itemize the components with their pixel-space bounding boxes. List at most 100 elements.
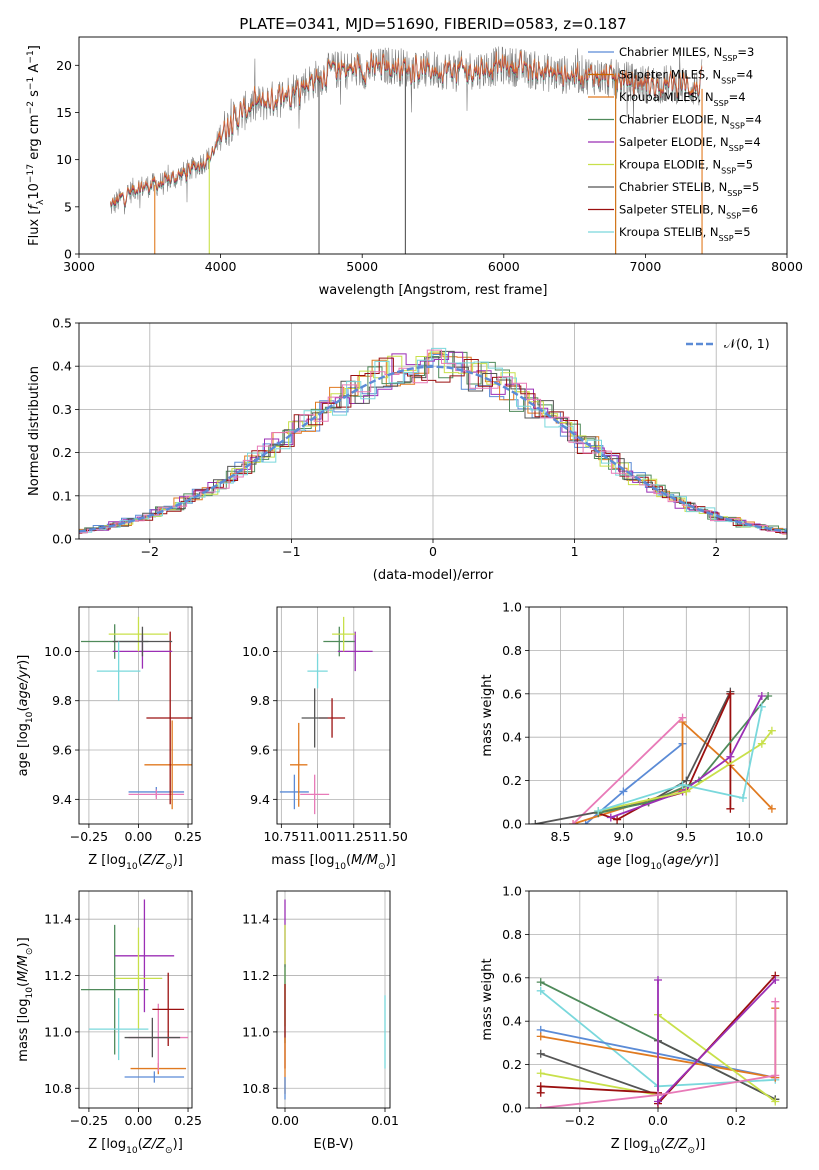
weight-marker bbox=[536, 1104, 545, 1108]
x-tick-label: −1 bbox=[282, 544, 300, 559]
x-tick-label: 10.0 bbox=[735, 829, 763, 844]
y-tick-label: 0 bbox=[64, 247, 72, 262]
weight-marker bbox=[771, 1071, 780, 1080]
x-tick-label: 0.25 bbox=[174, 829, 202, 844]
legend-label: Kroupa ELODIE, NSSP=5 bbox=[619, 158, 753, 176]
legend-label: Chabrier MILES, NSSP=3 bbox=[619, 45, 754, 63]
x-tick-label: 7000 bbox=[629, 259, 661, 274]
x-axis-label: Z [log10(Z/Z⊙)] bbox=[88, 1137, 183, 1156]
x-tick-label: 1 bbox=[571, 544, 579, 559]
weight-line bbox=[597, 693, 732, 821]
figure-title: PLATE=0341, MJD=51690, FIBERID=0583, z=0… bbox=[239, 15, 626, 33]
y-tick-label: 10.8 bbox=[242, 1081, 270, 1096]
x-tick-label: 10.75 bbox=[263, 829, 299, 844]
weight-marker bbox=[767, 726, 776, 735]
y-tick-label: 9.4 bbox=[250, 792, 270, 807]
x-tick-label: 11.25 bbox=[336, 829, 372, 844]
y-tick-label: 0.2 bbox=[52, 445, 72, 460]
y-tick-label: 0.5 bbox=[52, 316, 72, 331]
legend-label: 𝒩(0, 1) bbox=[724, 336, 770, 351]
x-tick-label: 0.25 bbox=[174, 1113, 202, 1128]
weight-marker bbox=[531, 820, 540, 824]
weight-marker bbox=[536, 1049, 545, 1058]
y-axis-label: Normed distribution bbox=[27, 366, 42, 496]
weight-marker bbox=[536, 1082, 545, 1091]
weight-marker bbox=[726, 752, 735, 761]
x-axis-label: wavelength [Angstrom, rest frame] bbox=[319, 283, 548, 298]
y-tick-label: 0.0 bbox=[502, 1101, 522, 1116]
y-tick-label: 1.0 bbox=[502, 884, 522, 899]
errorbar-group bbox=[284, 899, 386, 1100]
weight-line bbox=[610, 695, 763, 819]
y-tick-label: 11.2 bbox=[242, 968, 270, 983]
y-tick-label: 11.2 bbox=[44, 968, 72, 983]
legend-label: Chabrier ELODIE, NSSP=4 bbox=[619, 113, 762, 131]
x-tick-label: 3000 bbox=[63, 259, 95, 274]
weight-marker bbox=[581, 820, 590, 824]
x-tick-label: −0.2 bbox=[565, 1113, 595, 1128]
histogram-step bbox=[79, 352, 787, 535]
y-tick-label: 0.0 bbox=[52, 532, 72, 547]
weight-line bbox=[535, 691, 732, 824]
x-tick-label: 9.0 bbox=[613, 829, 633, 844]
x-tick-label: 11.00 bbox=[300, 829, 336, 844]
legend-label: Kroupa MILES, NSSP=4 bbox=[619, 90, 746, 108]
axes-frame bbox=[276, 890, 391, 1109]
y-tick-label: 11.4 bbox=[242, 912, 270, 927]
weight-marker bbox=[536, 978, 545, 987]
axes-layer: 3000 4000 5000 6000 7000 800005101520waveleng… bbox=[16, 36, 803, 1156]
x-tick-label: 0.01 bbox=[371, 1113, 399, 1128]
y-tick-label: 10.0 bbox=[242, 644, 270, 659]
x-tick-label: 2 bbox=[712, 544, 720, 559]
x-tick-label: 8000 bbox=[771, 259, 803, 274]
weight-marker bbox=[738, 793, 747, 802]
y-tick-label: 11.4 bbox=[44, 912, 72, 927]
x-axis-label: age [log10(age/yr)] bbox=[597, 853, 719, 872]
weight-marker bbox=[757, 702, 766, 711]
weight-line bbox=[598, 695, 769, 814]
x-tick-label: 5000 bbox=[346, 259, 378, 274]
y-tick-label: 9.6 bbox=[250, 743, 270, 758]
x-axis-label: E(B-V) bbox=[313, 1137, 353, 1152]
histogram-step bbox=[79, 347, 787, 533]
y-tick-label: 0.0 bbox=[502, 817, 522, 832]
normal-curve bbox=[79, 365, 787, 533]
x-tick-label: −0.25 bbox=[70, 829, 108, 844]
grid-layer bbox=[79, 322, 787, 1109]
weight-group bbox=[536, 971, 780, 1108]
histogram-step bbox=[79, 349, 787, 535]
y-tick-label: 0.2 bbox=[502, 773, 522, 788]
weight-marker bbox=[767, 804, 776, 813]
x-tick-label: 0.00 bbox=[125, 829, 153, 844]
y-tick-label: 0.4 bbox=[502, 730, 522, 745]
x-tick-label: 9.5 bbox=[676, 829, 696, 844]
weight-marker bbox=[613, 815, 622, 824]
y-axis-label: age [log10(age/yr)] bbox=[16, 655, 35, 777]
x-axis-label: (data-model)/error bbox=[373, 568, 494, 583]
weight-marker bbox=[654, 1090, 662, 1099]
y-axis-label: Flux [fλ10−17 erg cm−2 s−1 A−1] bbox=[26, 45, 46, 246]
histogram-group bbox=[79, 347, 787, 535]
weight-marker bbox=[771, 975, 780, 984]
legend-label: Salpeter STELIB, NSSP=6 bbox=[619, 203, 758, 221]
weight-marker bbox=[757, 691, 766, 700]
x-axis-label: Z [log10(Z/Z⊙)] bbox=[611, 1137, 706, 1156]
data-layer bbox=[79, 46, 787, 1108]
y-tick-label: 0.6 bbox=[502, 970, 522, 985]
weight-line bbox=[598, 730, 773, 812]
legend-label: Chabrier STELIB, NSSP=5 bbox=[619, 180, 759, 198]
axes-frame bbox=[276, 606, 391, 825]
weight-marker bbox=[682, 787, 691, 796]
weight-marker bbox=[771, 997, 780, 1006]
x-tick-label: 0.2 bbox=[726, 1113, 746, 1128]
x-tick-label: −0.25 bbox=[70, 1113, 108, 1128]
axes-frame bbox=[528, 606, 788, 825]
weight-marker bbox=[536, 1032, 545, 1041]
weight-marker bbox=[726, 689, 735, 698]
y-tick-label: 10.8 bbox=[44, 1081, 72, 1096]
y-tick-label: 9.8 bbox=[52, 693, 72, 708]
y-tick-label: 0.1 bbox=[52, 488, 72, 503]
y-tick-label: 20 bbox=[56, 58, 72, 73]
weight-line bbox=[540, 1001, 777, 1108]
